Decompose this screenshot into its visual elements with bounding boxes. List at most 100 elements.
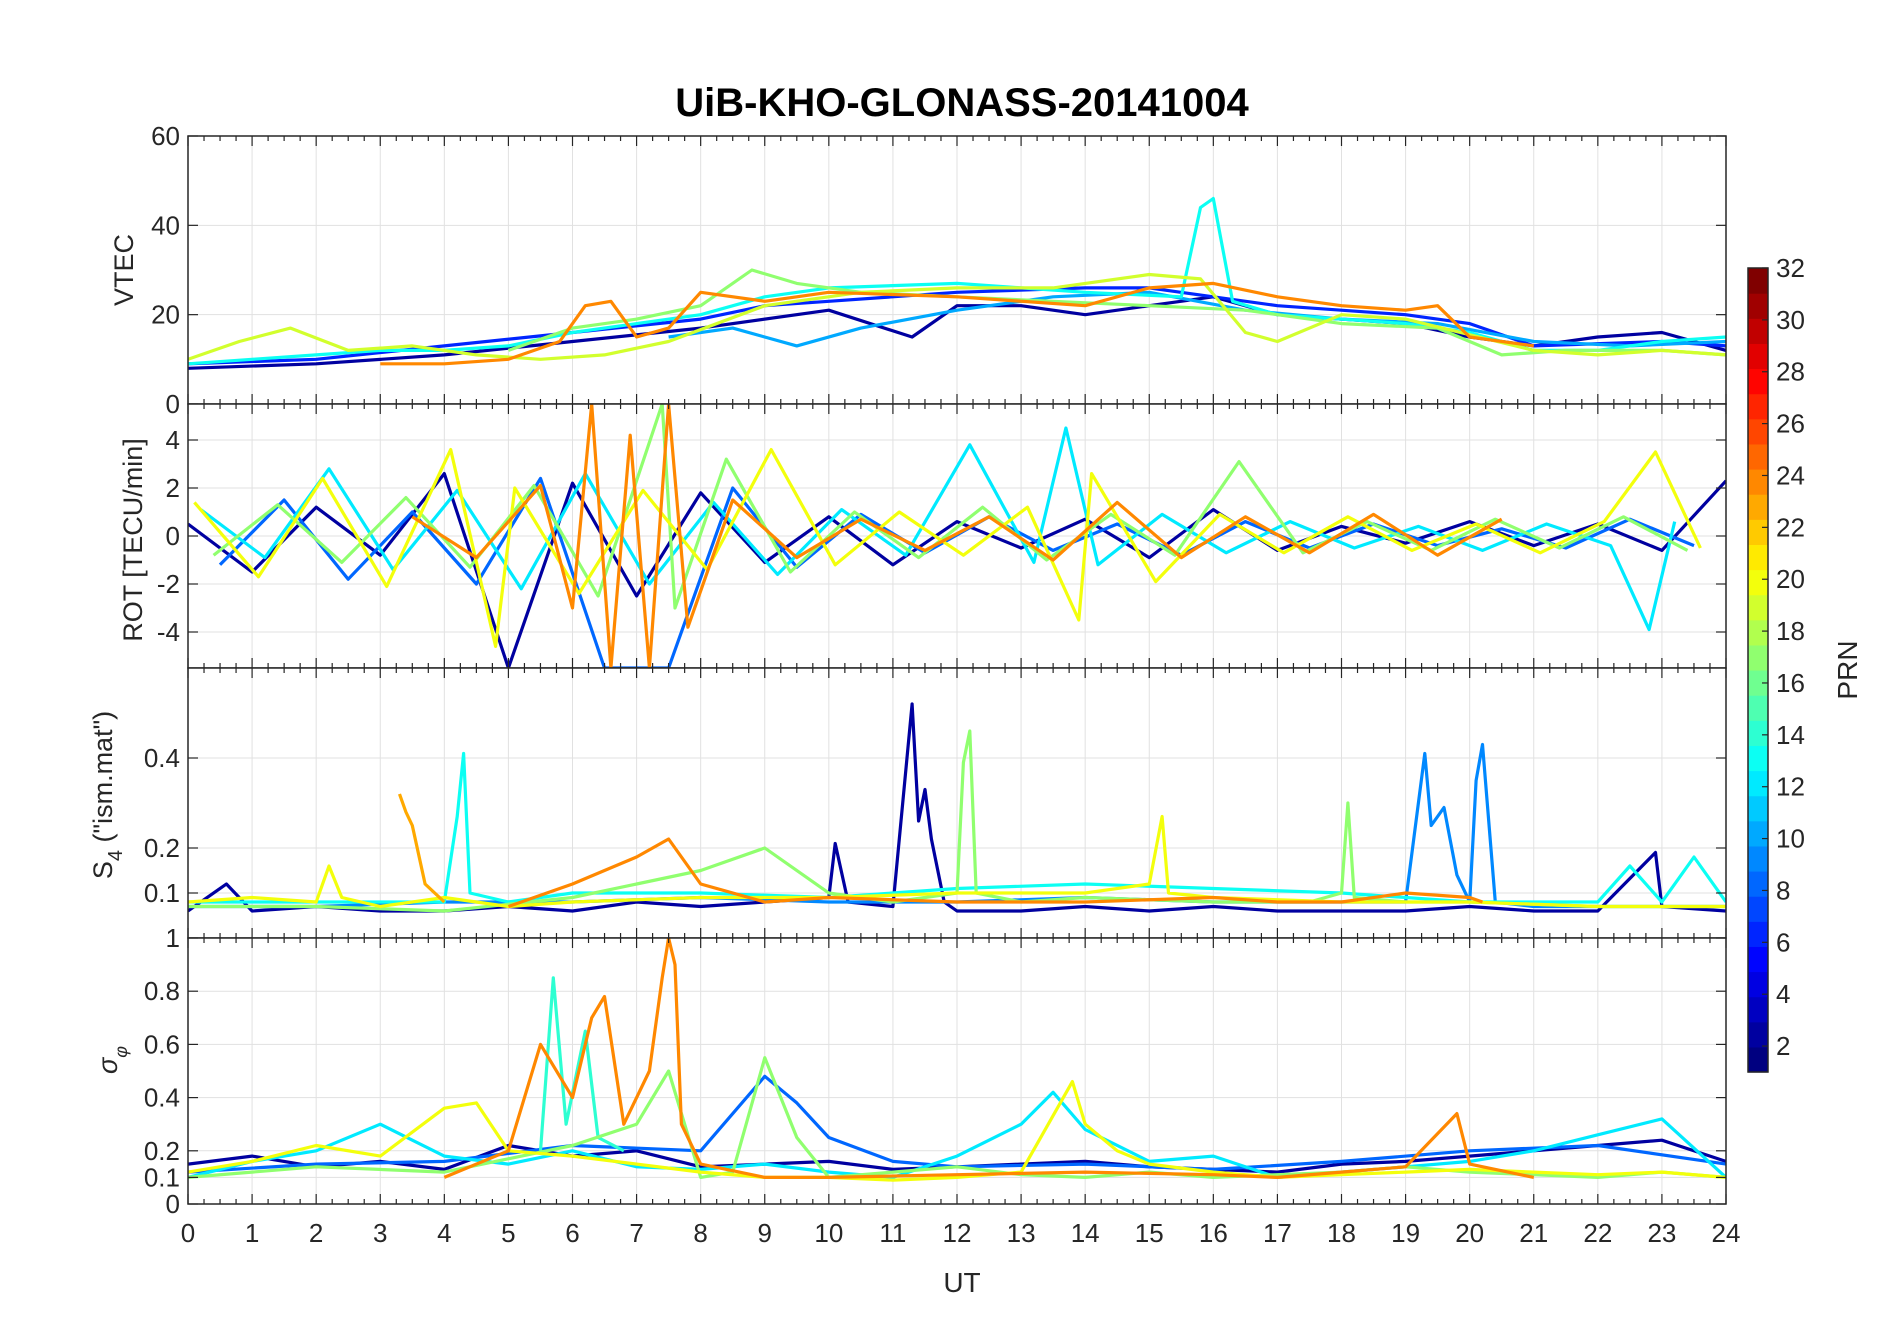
s4-label-main: S — [88, 861, 118, 879]
colorbar-swatch — [1748, 971, 1768, 998]
y-tick-label: -4 — [157, 617, 180, 647]
colorbar-tick-label: 30 — [1776, 305, 1805, 335]
sigma-label-subscript: φ — [111, 1046, 131, 1058]
series-prn-12 — [188, 1090, 1726, 1180]
y-tick-label: 60 — [151, 121, 180, 151]
x-tick-label: 0 — [181, 1218, 195, 1248]
colorbar-swatch — [1748, 745, 1768, 772]
y-tick-label: 0.4 — [144, 1083, 180, 1113]
colorbar-swatch — [1748, 996, 1768, 1023]
colorbar-tick-label: 32 — [1776, 253, 1805, 283]
y-tick-label: 0.6 — [144, 1029, 180, 1059]
y-tick-label: 4 — [166, 425, 180, 455]
x-tick-label: 4 — [437, 1218, 451, 1248]
colorbar-swatch — [1748, 946, 1768, 973]
series-prn-10 — [668, 290, 1726, 348]
series-prn-24 — [380, 281, 1535, 366]
x-tick-label: 2 — [309, 1218, 323, 1248]
y-tick-label: 40 — [151, 210, 180, 240]
colorbar-swatch — [1748, 619, 1768, 646]
colorbar-swatch — [1748, 443, 1768, 470]
colorbar-swatch — [1748, 720, 1768, 746]
colorbar-swatch — [1748, 820, 1768, 847]
x-axis-tick-labels: 0 1 2 3 4 5 6 7 8 9 10 11 12 13 14 15 16 17 18 19 20 21 22 23 24 — [181, 1218, 1741, 1248]
y-tick-label: 0 — [166, 521, 180, 551]
x-tick-label: 18 — [1327, 1218, 1356, 1248]
series-prn-23 — [397, 793, 446, 904]
series-prn-13 — [188, 751, 1726, 904]
colorbar-swatch — [1748, 594, 1768, 621]
colorbar-swatch — [1748, 293, 1768, 319]
x-tick-label: 19 — [1391, 1218, 1420, 1248]
y-tick-label: 0 — [166, 389, 180, 419]
series-prn-2 — [188, 472, 1726, 668]
colorbar-swatch — [1748, 695, 1768, 721]
x-tick-label: 9 — [758, 1218, 772, 1248]
panel-s4: 0.1 0.2 0.4 — [144, 667, 1727, 939]
colorbar-tick-label: 22 — [1776, 512, 1805, 542]
colorbar-tick-label: 16 — [1776, 668, 1805, 698]
x-tick-label: 6 — [565, 1218, 579, 1248]
x-tick-label: 11 — [879, 1218, 906, 1248]
colorbar-swatch — [1748, 268, 1768, 294]
x-tick-label: 21 — [1519, 1218, 1548, 1248]
y-tick-label: 0.8 — [144, 976, 180, 1006]
x-tick-label: 12 — [943, 1218, 972, 1248]
colorbar-swatch — [1748, 569, 1768, 596]
colorbar-swatch — [1748, 795, 1768, 822]
colorbar-swatch — [1748, 318, 1768, 344]
y-tick-label: 0.1 — [144, 1162, 180, 1192]
x-tick-label: 15 — [1135, 1218, 1164, 1248]
x-tick-label: 10 — [814, 1218, 843, 1248]
series-prn-24 — [507, 837, 1484, 909]
colorbar-tick-label: 26 — [1776, 409, 1805, 439]
x-tick-label: 7 — [629, 1218, 643, 1248]
x-tick-label: 23 — [1647, 1218, 1676, 1248]
y-tick-label: 2 — [166, 473, 180, 503]
y-tick-label: 0.1 — [144, 878, 180, 908]
colorbar-swatch — [1748, 845, 1768, 872]
panel-vtec: 0 20 40 60 — [151, 121, 1727, 419]
colorbar-tick-label: 6 — [1776, 927, 1790, 957]
colorbar-swatch — [1748, 921, 1768, 947]
colorbar-tick-label: 24 — [1776, 460, 1805, 490]
x-tick-label: 17 — [1263, 1218, 1292, 1248]
colorbar-tick-label: 4 — [1776, 979, 1790, 1009]
colorbar-swatch — [1748, 896, 1768, 922]
colorbar-tick-label: 12 — [1776, 772, 1805, 802]
rot-y-axis-label: ROT [TECU/min] — [118, 438, 148, 642]
y-tick-label: 0 — [166, 1189, 180, 1219]
sigma-phi-y-axis-label: σφ — [93, 1046, 131, 1074]
colorbar-swatch — [1748, 393, 1768, 420]
colorbar-swatch — [1748, 494, 1768, 520]
series-prn-17 — [507, 268, 1726, 357]
x-tick-label: 13 — [1007, 1218, 1036, 1248]
colorbar-swatch — [1748, 469, 1768, 495]
x-tick-label: 20 — [1455, 1218, 1484, 1248]
x-tick-label: 1 — [245, 1218, 259, 1248]
s4-label-subscript: 4 — [105, 850, 127, 861]
vtec-y-axis-label: VTEC — [109, 234, 139, 306]
x-axis-label: UT — [943, 1267, 980, 1298]
colorbar-label: PRN — [1832, 640, 1863, 699]
x-tick-label: 14 — [1071, 1218, 1100, 1248]
series-group — [188, 938, 1726, 1182]
x-tick-label: 3 — [373, 1218, 387, 1248]
panel-rot: -4 -2 0 2 4 — [157, 403, 1727, 669]
series-prn-24 — [411, 404, 1503, 668]
s4-y-axis-label: S4 ("ism.mat") — [88, 711, 127, 879]
colorbar-swatch — [1748, 871, 1768, 897]
series-prn-19 — [188, 272, 1726, 361]
sigma-label-main: σ — [93, 1056, 123, 1074]
y-tick-label: -2 — [157, 569, 180, 599]
y-tick-label: 20 — [151, 300, 180, 330]
y-tick-label: 0.2 — [144, 1136, 180, 1166]
series-prn-20 — [193, 448, 1702, 649]
series-prn-24 — [443, 938, 1535, 1180]
series-prn-17 — [188, 1056, 1726, 1180]
colorbar-swatch — [1748, 544, 1768, 571]
colorbar-swatch — [1748, 644, 1768, 671]
